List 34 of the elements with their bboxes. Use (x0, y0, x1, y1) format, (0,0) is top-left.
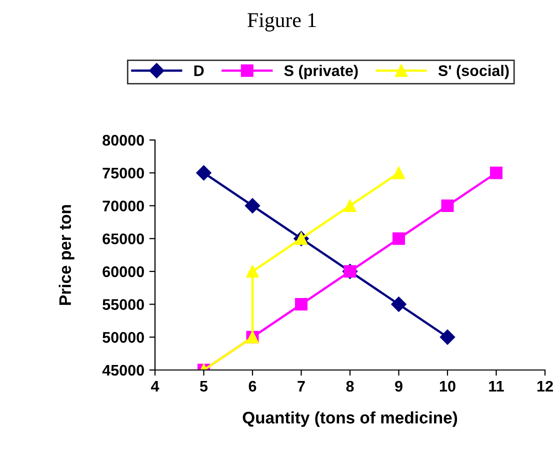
point (441, 199, 454, 212)
y-axis-title: Price per ton (58, 205, 74, 305)
x-tick-label: 10 (440, 380, 456, 392)
x-tick-label: 11 (489, 380, 504, 392)
x-tick-label: 4 (150, 380, 160, 392)
y-tick-label: 75000 (102, 168, 144, 179)
legend-label: D (194, 65, 204, 76)
x-tick-label: 8 (346, 380, 354, 392)
x-tick-label: 5 (200, 380, 208, 392)
point (196, 165, 212, 180)
point (440, 330, 456, 345)
x-axis-title: Quantity (tons of medicine) (242, 411, 458, 427)
point (490, 166, 502, 180)
y-tick-label: 50000 (102, 332, 144, 343)
x-tick-label: 6 (248, 380, 256, 392)
point (295, 298, 308, 311)
point (391, 296, 406, 312)
y-tick-label: 80000 (102, 134, 144, 146)
x-tick-label: 9 (395, 380, 402, 392)
point (392, 166, 405, 180)
point (246, 265, 259, 278)
chart-title: Figure 1 (248, 13, 316, 32)
y-tick-label: 45000 (102, 364, 144, 376)
y-tick-label: 70000 (102, 200, 144, 212)
x-tick-label: 7 (298, 380, 305, 392)
y-tick-label: 65000 (102, 233, 144, 244)
point (244, 198, 260, 214)
point (344, 199, 356, 212)
legend-label: S' (social) (438, 64, 509, 80)
point (392, 232, 405, 245)
x-tick-label: 12 (537, 380, 553, 392)
legend-label: S (private) (284, 64, 358, 80)
y-tick-label: 55000 (102, 299, 144, 310)
y-tick-label: 60000 (102, 266, 144, 278)
